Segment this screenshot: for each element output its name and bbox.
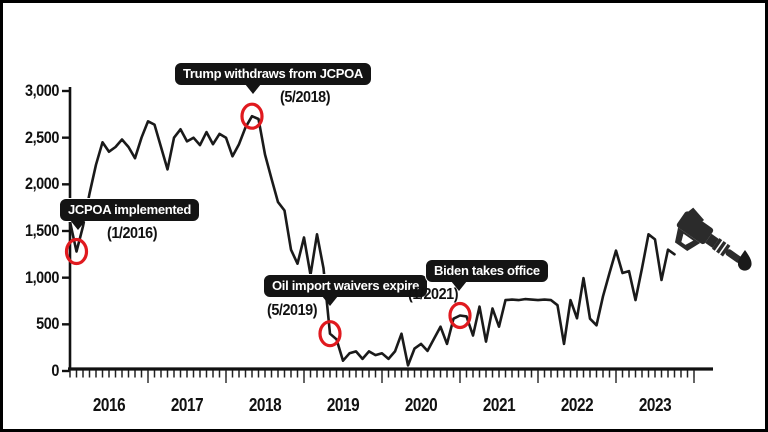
y-axis-tick-label: 2,500: [24, 127, 59, 147]
x-axis-year-label: 2019: [326, 395, 360, 415]
y-axis-tick-label: 500: [36, 314, 59, 334]
annotation-date-waivers: (5/2019): [267, 302, 318, 319]
annotation-label: Biden takes office: [434, 263, 540, 278]
annotation-date-trump: (5/2018): [280, 89, 331, 106]
chart-plot-area: [62, 87, 752, 383]
annotation-label: Oil import waivers expire: [272, 278, 420, 293]
fuel-nozzle-icon: [674, 207, 742, 263]
annotation-label: Trump withdraws from JCPOA: [183, 66, 364, 81]
x-axis-year-label: 2018: [248, 395, 282, 415]
event-marker-circle: [318, 320, 342, 348]
x-axis-year-label: 2017: [170, 395, 204, 415]
x-axis-year-label: 2023: [638, 395, 672, 415]
x-axis-year-label: 2021: [482, 395, 516, 415]
event-marker-circle: [448, 301, 472, 330]
x-axis-year-label: 2020: [404, 395, 438, 415]
y-axis-tick-label: 3,000: [24, 81, 59, 100]
y-axis-tick-label: 0: [51, 361, 59, 380]
annotation-date-jcpoa: (1/2016): [107, 225, 158, 242]
x-axis-year-label: 2016: [92, 395, 126, 415]
event-marker-circle: [240, 102, 264, 130]
oil-drop-icon: [737, 250, 752, 271]
annotation-pointer: [451, 281, 467, 291]
annotation-pointer: [70, 220, 86, 230]
y-axis-tick-label: 1,000: [24, 267, 59, 287]
annotation-trump-withdraws: Trump withdraws from JCPOA: [174, 62, 373, 94]
annotation-jcpoa-implemented: JCPOA implemented: [59, 198, 201, 230]
y-axis-tick-label: 2,000: [24, 174, 59, 194]
data-line: [68, 114, 676, 367]
x-axis-year-label: 2022: [560, 395, 594, 415]
annotation-pointer: [245, 84, 261, 94]
annotation-label: JCPOA implemented: [68, 202, 192, 217]
y-axis-tick-label: 1,500: [24, 221, 59, 240]
annotation-date-biden: (1/2021): [408, 286, 459, 303]
annotation-pointer: [322, 296, 338, 306]
annotation-oil-waivers-expire: Oil import waivers expire: [263, 274, 429, 306]
event-marker-circle: [64, 237, 89, 266]
annotation-biden-takes-office: Biden takes office: [425, 259, 549, 291]
